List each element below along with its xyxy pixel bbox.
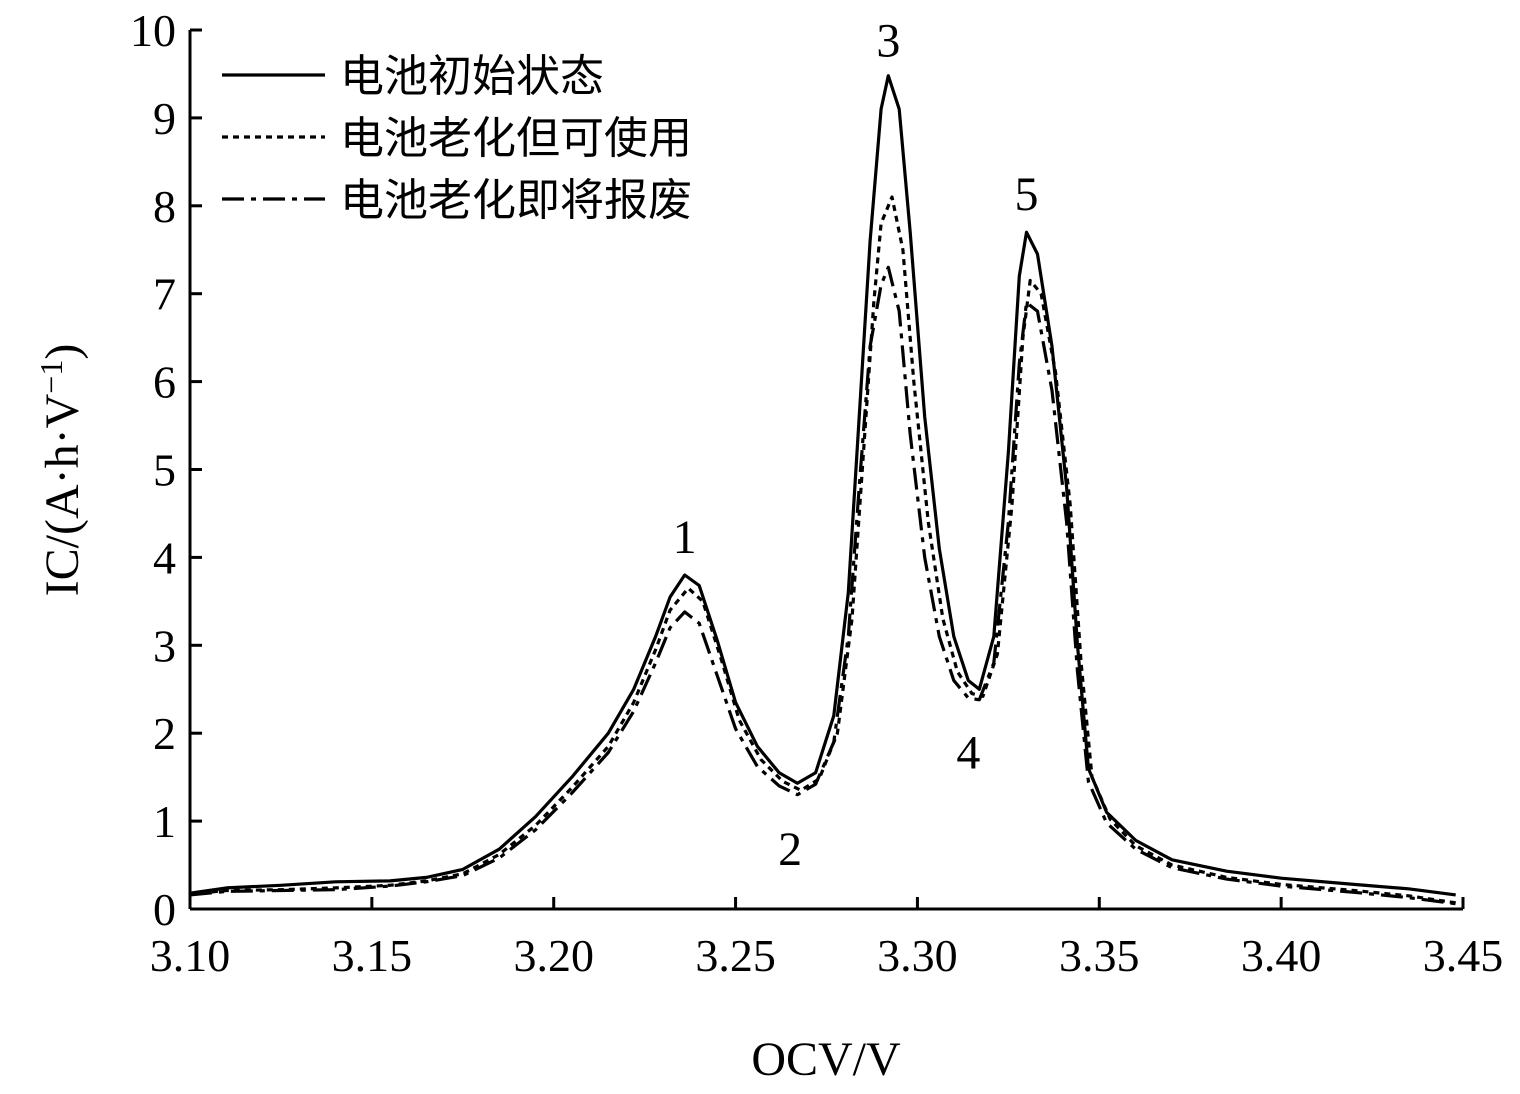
- y-axis-title-sup: −1: [33, 360, 69, 394]
- peak-label-3: 3: [876, 14, 900, 67]
- legend-label: 电池初始状态: [340, 51, 604, 102]
- x-tick-label: 3.20: [513, 930, 594, 981]
- series-line-dashdot: [189, 265, 1456, 906]
- y-tick-label: 2: [153, 708, 176, 759]
- legend-label: 电池老化但可使用: [340, 113, 692, 164]
- y-axis-title-main: IC/(A·h·V: [36, 393, 89, 596]
- y-tick-label: 5: [153, 445, 176, 496]
- x-tick-label: 3.15: [332, 930, 413, 981]
- x-axis-title: OCV/V: [751, 1033, 901, 1086]
- y-tick-label: 3: [153, 620, 176, 671]
- ticks: [188, 28, 1465, 911]
- peak-label-1: 1: [673, 511, 697, 564]
- legend-label: 电池老化即将报废: [340, 175, 692, 226]
- annotations: 1 2 3 4 5: [673, 14, 1039, 876]
- x-tick-label: 3.35: [1059, 930, 1140, 981]
- tick-labels: 3.10 3.15 3.20 3.25 3.30 3.35 3.40 3.45 0 1 2 3 4 5 6 7…: [130, 5, 1503, 981]
- x-tick-label: 3.30: [877, 930, 958, 981]
- series-lines: [189, 74, 1456, 906]
- y-tick-label: 1: [153, 796, 176, 847]
- y-axis-title-close: ): [36, 344, 89, 360]
- x-tick-label: 3.45: [1423, 930, 1504, 981]
- series-line-dotted: [189, 195, 1456, 905]
- peak-label-2: 2: [778, 823, 802, 876]
- y-tick-label: 6: [153, 357, 176, 408]
- y-tick-label: 8: [153, 181, 176, 232]
- y-tick-label: 7: [153, 269, 176, 320]
- x-tick-label: 3.40: [1241, 930, 1322, 981]
- y-tick-label: 0: [153, 884, 176, 935]
- y-tick-label: 10: [130, 5, 176, 56]
- y-axis-title: IC/(A·h·V−1): [33, 344, 89, 597]
- y-tick-label: 9: [153, 93, 176, 144]
- y-tick-label: 4: [153, 532, 176, 583]
- x-tick-label: 3.10: [150, 930, 231, 981]
- series-line-solid: [189, 74, 1456, 897]
- peak-label-4: 4: [956, 726, 980, 779]
- peak-label-5: 5: [1015, 168, 1039, 221]
- x-tick-label: 3.25: [695, 930, 776, 981]
